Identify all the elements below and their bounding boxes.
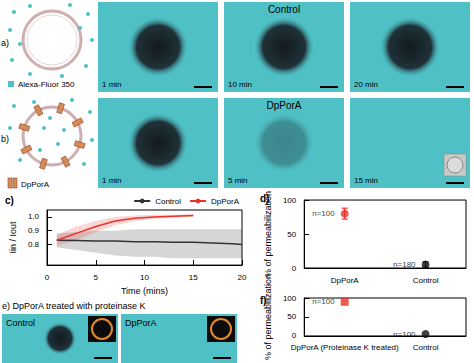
svg-text:a): a) — [1, 38, 9, 48]
svg-text:DpPorA: DpPorA — [331, 276, 360, 285]
svg-text:100: 100 — [283, 196, 297, 205]
svg-text:d): d) — [260, 193, 269, 204]
svg-text:0: 0 — [292, 331, 297, 340]
svg-text:DpPorA: DpPorA — [266, 100, 301, 111]
svg-text:DpPorA: DpPorA — [125, 318, 157, 328]
svg-text:f): f) — [260, 295, 267, 306]
svg-text:e) DpPorA treated with protein: e) DpPorA treated with proteinase K — [2, 301, 146, 311]
svg-text:n=100: n=100 — [312, 297, 335, 306]
svg-text:10: 10 — [140, 273, 149, 282]
svg-text:DpPorA: DpPorA — [21, 180, 50, 189]
svg-text:Control: Control — [268, 4, 300, 15]
svg-text:Control: Control — [413, 343, 439, 352]
svg-text:DpPorA: DpPorA — [211, 197, 240, 206]
svg-text:Control: Control — [413, 276, 439, 285]
svg-text:50: 50 — [287, 312, 296, 321]
svg-text:0.8: 0.8 — [28, 240, 40, 249]
svg-text:% of permeabilization: % of permeabilization — [263, 274, 273, 360]
svg-text:15: 15 — [189, 273, 198, 282]
svg-text:Alexa-Fluor 350: Alexa-Fluor 350 — [18, 80, 75, 89]
svg-text:Iin / Iout: Iin / Iout — [8, 221, 18, 254]
svg-text:0: 0 — [45, 273, 50, 282]
svg-text:50: 50 — [287, 230, 296, 239]
svg-text:0: 0 — [292, 264, 297, 273]
svg-text:0.9: 0.9 — [28, 226, 40, 235]
svg-text:c): c) — [5, 195, 14, 206]
svg-text:20 min: 20 min — [354, 80, 378, 89]
svg-text:Control: Control — [155, 197, 181, 206]
svg-text:Time (mins): Time (mins) — [121, 286, 168, 296]
svg-text:15 min: 15 min — [354, 176, 378, 185]
svg-text:5: 5 — [94, 273, 99, 282]
svg-text:100: 100 — [283, 294, 297, 303]
svg-text:1 min: 1 min — [102, 80, 122, 89]
svg-text:n=180: n=180 — [393, 260, 416, 269]
svg-text:n=100: n=100 — [393, 330, 416, 339]
svg-text:5 min: 5 min — [228, 176, 248, 185]
svg-text:b): b) — [1, 134, 9, 144]
svg-text:% of permeabilization: % of permeabilization — [263, 191, 273, 277]
svg-text:DpPorA (Proteinase K treated): DpPorA (Proteinase K treated) — [291, 343, 399, 352]
svg-text:1 min: 1 min — [102, 176, 122, 185]
svg-text:10 min: 10 min — [228, 80, 252, 89]
svg-text:n=100: n=100 — [312, 209, 335, 218]
svg-text:Control: Control — [6, 318, 35, 328]
svg-text:20: 20 — [238, 273, 247, 282]
svg-text:1.0: 1.0 — [28, 212, 40, 221]
